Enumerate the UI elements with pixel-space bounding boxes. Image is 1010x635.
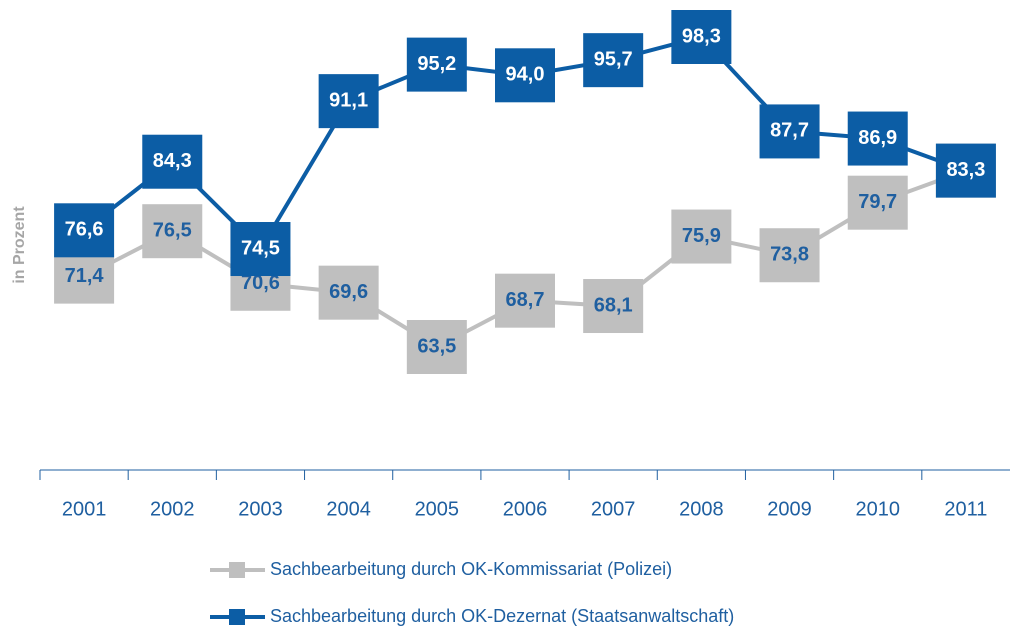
x-tick-label: 2009 [767,498,812,520]
data-label: 91,1 [329,89,368,111]
x-tick-label: 2005 [415,498,460,520]
marker [847,111,908,166]
data-label: 83,3 [946,159,985,181]
x-tick-label: 2004 [326,498,371,520]
data-label: 86,9 [858,127,897,149]
x-tick-label: 2010 [855,498,900,520]
legend-label: Sachbearbeitung durch OK-Kommissariat (P… [270,559,672,579]
marker [142,134,203,189]
data-label: 95,7 [594,48,633,70]
marker [318,74,379,129]
x-tick-label: 2001 [62,498,107,520]
x-tick-label: 2003 [238,498,283,520]
data-label: 95,2 [417,53,456,75]
x-tick-label: 2011 [944,498,987,520]
data-label: 76,5 [153,219,192,241]
y-axis-label: in Prozent [11,206,28,284]
data-label: 94,0 [506,64,545,86]
marker [759,228,820,283]
marker [54,249,115,304]
data-label: 84,3 [153,150,192,172]
legend-label: Sachbearbeitung durch OK-Dezernat (Staat… [270,606,734,626]
marker [583,33,644,88]
data-label: 68,1 [594,294,633,316]
marker [406,37,467,92]
data-label: 74,5 [241,237,280,259]
data-label: 87,7 [770,120,809,142]
data-label: 68,7 [506,289,545,311]
marker [671,209,732,264]
marker [406,320,467,374]
data-label: 70,6 [241,272,280,294]
data-label: 98,3 [682,25,721,47]
legend-marker [229,609,245,625]
marker [495,48,555,103]
legend-marker [229,562,245,578]
x-tick-label: 2007 [591,498,636,520]
data-label: 75,9 [682,225,721,247]
x-tick-label: 2002 [150,498,195,520]
data-label: 71,4 [65,265,105,287]
x-tick-label: 2008 [679,498,724,520]
data-label: 69,6 [329,281,368,303]
data-label: 63,5 [417,335,456,357]
marker [54,203,115,258]
marker [847,175,908,230]
marker [671,10,732,64]
marker [759,104,820,159]
marker [495,273,555,328]
data-label: 79,7 [858,191,897,213]
marker [318,265,379,320]
marker [230,222,291,277]
marker [142,204,203,259]
marker [583,279,644,334]
marker [935,143,996,198]
data-label: 73,8 [770,244,809,266]
data-label: 76,6 [65,219,104,241]
x-tick-label: 2006 [503,498,548,520]
